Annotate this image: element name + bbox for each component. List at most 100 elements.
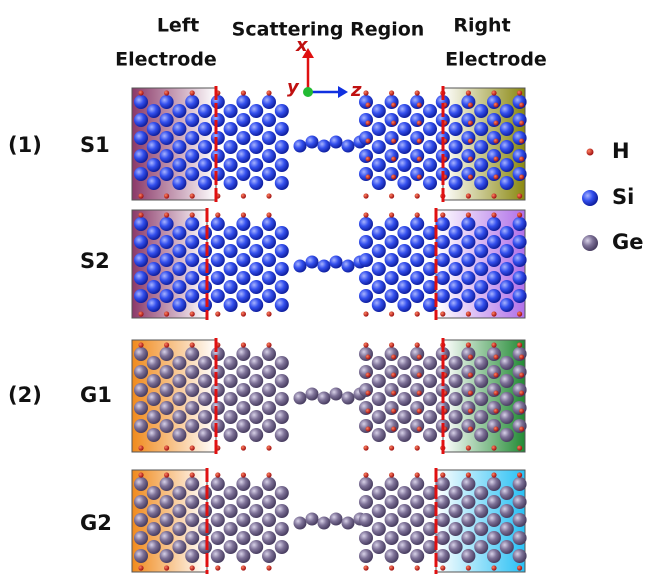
atom — [224, 522, 238, 536]
atom — [275, 504, 289, 518]
atom — [461, 531, 475, 545]
atom — [359, 289, 373, 303]
atom — [211, 347, 225, 361]
atom — [236, 383, 250, 397]
atom — [500, 428, 514, 442]
atom — [147, 158, 161, 172]
atom — [487, 235, 501, 249]
atom — [423, 410, 437, 424]
h-atom — [366, 355, 371, 360]
h-atom — [215, 311, 220, 316]
atom — [160, 131, 174, 145]
atom — [385, 531, 399, 545]
atom — [224, 158, 238, 172]
atom — [410, 235, 424, 249]
atom — [487, 149, 501, 163]
atom — [147, 540, 161, 554]
atom — [461, 365, 475, 379]
atom — [474, 486, 488, 500]
atom — [249, 104, 263, 118]
atom — [397, 158, 411, 172]
atom — [436, 513, 450, 527]
h-atom — [266, 193, 271, 198]
legend-swatch — [582, 190, 598, 206]
h-atom — [241, 565, 246, 570]
atom — [359, 149, 373, 163]
h-atom — [363, 342, 368, 347]
atom — [198, 280, 212, 294]
atom — [211, 235, 225, 249]
atom — [513, 149, 527, 163]
h-atom — [466, 90, 471, 95]
atom — [185, 235, 199, 249]
atom — [185, 477, 199, 491]
atom — [236, 131, 250, 145]
atom — [500, 374, 514, 388]
h-atom — [164, 342, 169, 347]
row-label: G1 — [80, 383, 112, 407]
atom — [262, 347, 276, 361]
h-atom — [363, 311, 368, 316]
atom — [172, 280, 186, 294]
h-atom — [468, 373, 473, 378]
atom — [236, 253, 250, 267]
atom — [275, 410, 289, 424]
atom — [236, 365, 250, 379]
atom — [385, 131, 399, 145]
atom — [461, 513, 475, 527]
atom — [461, 419, 475, 433]
h-atom — [366, 427, 371, 432]
atom — [385, 383, 399, 397]
atom — [410, 549, 424, 563]
atom — [236, 149, 250, 163]
atom — [134, 131, 148, 145]
chain-atom — [318, 517, 331, 530]
h-atom — [466, 472, 471, 477]
chain-atom — [318, 392, 331, 405]
atom — [487, 113, 501, 127]
atom — [236, 513, 250, 527]
atom — [172, 540, 186, 554]
atom — [172, 104, 186, 118]
atom — [474, 140, 488, 154]
atom — [224, 262, 238, 276]
h-atom — [494, 157, 499, 162]
atom — [172, 410, 186, 424]
atom — [500, 486, 514, 500]
chain-atom — [306, 513, 319, 526]
atom — [160, 495, 174, 509]
atom — [487, 95, 501, 109]
atom — [211, 167, 225, 181]
atom — [262, 95, 276, 109]
atom — [513, 383, 527, 397]
atom — [449, 410, 463, 424]
atom — [359, 477, 373, 491]
h-atom — [215, 565, 220, 570]
atom — [160, 549, 174, 563]
h-atom — [468, 355, 473, 360]
atom — [211, 289, 225, 303]
atom — [487, 531, 501, 545]
atom — [147, 428, 161, 442]
atom — [385, 149, 399, 163]
atom — [500, 104, 514, 118]
atom — [436, 289, 450, 303]
atom — [372, 410, 386, 424]
atom — [134, 289, 148, 303]
h-atom — [415, 212, 420, 217]
h-atom — [138, 472, 143, 477]
atom — [236, 495, 250, 509]
atom — [474, 176, 488, 190]
h-atom — [415, 472, 420, 477]
atom — [134, 271, 148, 285]
atom — [262, 477, 276, 491]
atom — [249, 122, 263, 136]
atom — [513, 531, 527, 545]
atom — [275, 176, 289, 190]
h-atom — [366, 373, 371, 378]
atom — [410, 289, 424, 303]
atom — [461, 271, 475, 285]
atom — [224, 374, 238, 388]
atom — [372, 522, 386, 536]
atom — [436, 271, 450, 285]
